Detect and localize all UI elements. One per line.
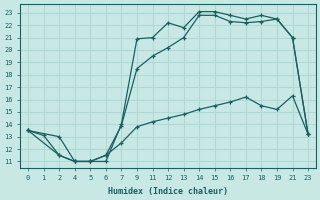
X-axis label: Humidex (Indice chaleur): Humidex (Indice chaleur) — [108, 187, 228, 196]
